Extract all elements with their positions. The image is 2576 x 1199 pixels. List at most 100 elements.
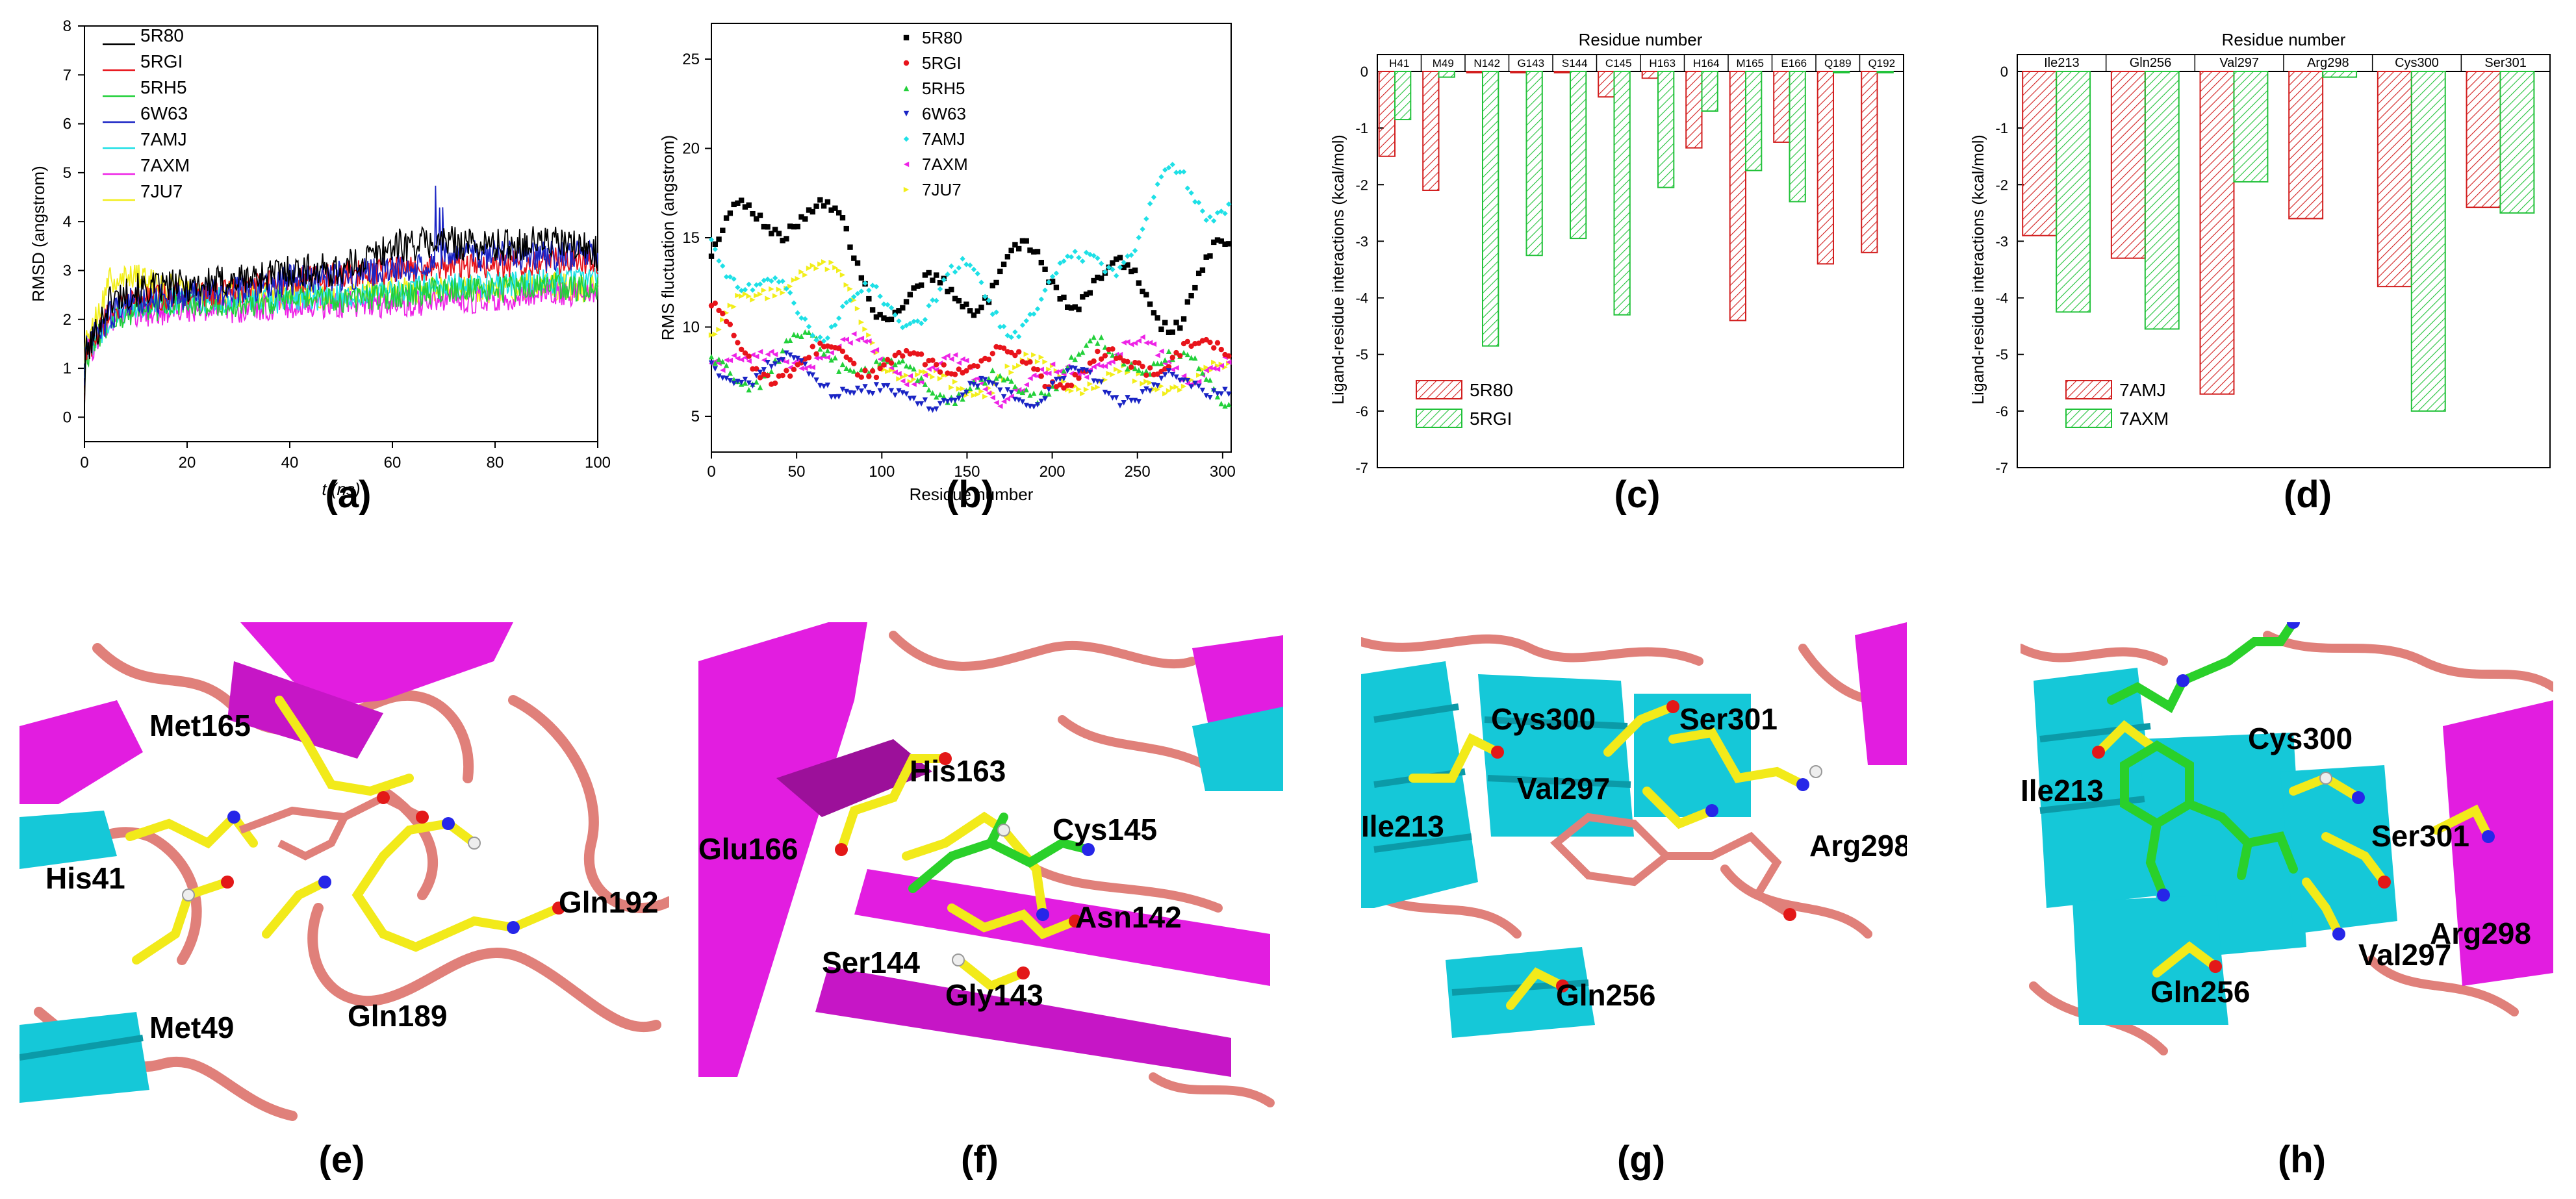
data-point — [1192, 355, 1198, 361]
data-point — [772, 275, 778, 281]
y-tick-label: 5 — [691, 408, 700, 425]
data-point — [1147, 365, 1153, 371]
data-point — [761, 223, 767, 230]
data-point — [810, 364, 816, 370]
data-point — [832, 355, 838, 360]
data-point — [1169, 329, 1175, 335]
x-tick-label: 60 — [384, 454, 402, 472]
data-point — [1158, 326, 1164, 333]
y-tick-label: -5 — [1995, 347, 2008, 363]
data-point — [1072, 304, 1078, 310]
data-point — [1053, 270, 1060, 276]
residue-label: Arg298 — [2430, 916, 2531, 950]
panel-label-f: (f) — [961, 1139, 999, 1181]
data-point — [1068, 388, 1075, 394]
data-point — [791, 355, 797, 361]
data-point — [821, 203, 827, 209]
data-point — [907, 292, 913, 297]
data-point — [1151, 360, 1157, 366]
data-point — [1162, 357, 1168, 363]
data-point — [1166, 388, 1172, 394]
data-point — [862, 368, 868, 373]
x-tick-label: 100 — [869, 463, 895, 481]
data-point — [1177, 377, 1183, 383]
data-point — [1083, 386, 1090, 392]
category-label: Cys300 — [2395, 56, 2439, 70]
data-point — [1098, 379, 1104, 385]
data-point — [1008, 349, 1014, 356]
data-point — [1046, 391, 1052, 397]
data-point — [1203, 376, 1209, 382]
data-point — [1076, 351, 1082, 357]
y-axis-label: RMSD (angstrom) — [29, 166, 48, 301]
panel-label-b: (b) — [945, 473, 995, 516]
data-point — [1136, 338, 1142, 344]
data-point — [866, 296, 872, 302]
data-point — [1199, 387, 1206, 394]
atom-markers — [182, 791, 565, 934]
data-point — [839, 348, 846, 355]
data-point — [1095, 348, 1101, 355]
data-point — [1080, 258, 1086, 264]
data-point — [930, 390, 936, 396]
data-point — [1132, 365, 1138, 372]
data-point — [765, 372, 771, 379]
data-point — [1158, 360, 1164, 366]
data-point — [866, 287, 872, 294]
data-point — [941, 398, 947, 404]
data-point — [1184, 338, 1191, 345]
y-tick-label: 25 — [682, 51, 700, 68]
data-point — [1068, 383, 1075, 388]
data-point — [896, 318, 902, 324]
data-point — [824, 347, 831, 353]
data-point — [1218, 391, 1224, 397]
data-point — [757, 385, 763, 390]
data-point — [1008, 247, 1014, 253]
data-point — [750, 210, 756, 217]
data-point — [941, 277, 947, 283]
data-point — [1015, 246, 1022, 252]
data-point — [1049, 361, 1056, 367]
bar-5RGI — [1613, 71, 1631, 316]
data-point — [798, 358, 804, 364]
data-point — [918, 368, 925, 375]
data-point — [720, 359, 726, 364]
category-label: Gln256 — [2130, 56, 2172, 70]
data-point — [971, 392, 977, 398]
data-point — [1098, 260, 1104, 266]
data-point — [1169, 162, 1175, 168]
data-point — [847, 357, 853, 363]
x-tick-label: 80 — [487, 454, 504, 472]
data-point — [1211, 366, 1217, 372]
structure-panel-e: Met165 His41 Gln192 Met49 Gln189 — [19, 622, 669, 1129]
data-point — [750, 383, 756, 389]
data-point — [802, 365, 808, 372]
data-point — [1053, 284, 1060, 290]
data-point — [1147, 301, 1153, 307]
data-point — [937, 280, 943, 286]
data-point — [866, 373, 872, 379]
data-point — [1098, 356, 1104, 362]
data-point — [1001, 394, 1007, 400]
data-point — [1034, 366, 1041, 373]
data-point — [843, 336, 849, 342]
data-point — [1038, 373, 1045, 379]
data-point — [738, 357, 745, 362]
data-point — [1132, 247, 1138, 254]
data-point — [900, 353, 906, 359]
data-point — [1023, 318, 1029, 324]
data-point — [1166, 329, 1172, 335]
data-point — [798, 214, 804, 220]
data-point — [1095, 340, 1101, 346]
data-point — [765, 360, 771, 366]
data-point — [1211, 239, 1217, 246]
data-point — [937, 375, 943, 382]
data-point — [1091, 378, 1097, 384]
data-point — [1034, 249, 1041, 255]
data-point — [967, 308, 973, 314]
residue-label: Met49 — [149, 1011, 234, 1044]
data-point — [746, 380, 752, 386]
legend-label: 5RH5 — [922, 79, 965, 98]
data-point — [776, 286, 782, 292]
data-point — [1012, 383, 1018, 390]
